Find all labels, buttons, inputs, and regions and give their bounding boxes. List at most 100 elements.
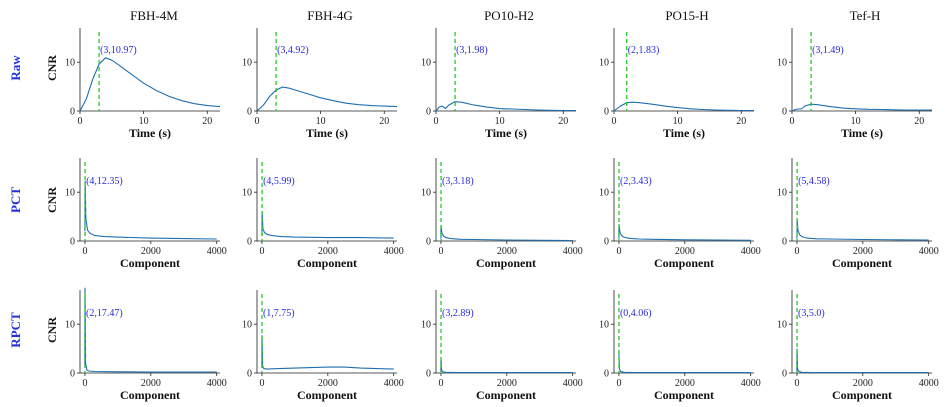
y-tick-label-raw-fbh-4m: 10 (65, 58, 75, 69)
x-tick-label-raw-fbh-4m: 10 (139, 116, 149, 127)
axes-raw-fbh-4m (79, 28, 220, 112)
y-tick-label-rpct-po10-h2: 0 (426, 369, 431, 380)
series-line-raw-po10-h2 (435, 101, 576, 112)
y-tick-label-raw-tef-h: 10 (777, 58, 787, 69)
x-tick-label-raw-fbh-4m: 0 (78, 116, 83, 127)
x-tick-label-raw-fbh-4g: 10 (316, 116, 326, 127)
x-tick-label-rpct-fbh-4m: 0 (82, 378, 87, 389)
y-tick-label-rpct-po15-h: 0 (604, 369, 609, 380)
y-tick-label-pct-po10-h2: 0 (426, 237, 431, 248)
axes-pct-fbh-4m (79, 158, 220, 242)
peak-annotation-pct-tef-h: (5,4.58) (798, 176, 830, 187)
axes-raw-fbh-4g (256, 28, 397, 112)
series-line-pct-po10-h2 (440, 225, 573, 242)
y-tick-label-pct-po10-h2: 10 (421, 188, 431, 199)
column-title-fbh-4m: FBH-4M (130, 8, 178, 23)
xlabel-pct-fbh-4m: Component (120, 256, 180, 270)
peak-annotation-pct-fbh-4m: (4,12.35) (86, 176, 123, 187)
ylabel-pct: CNR (45, 187, 59, 213)
xlabel-rpct-po15-h: Component (654, 388, 714, 402)
xlabel-rpct-fbh-4m: Component (120, 388, 180, 402)
axes-raw-tef-h (791, 28, 932, 112)
peak-annotation-rpct-tef-h: (3,5.0) (798, 308, 825, 319)
peak-annotation-rpct-po10-h2: (3,2.89) (442, 308, 474, 319)
axes-rpct-po15-h (613, 290, 754, 374)
series-line-pct-fbh-4m (84, 180, 217, 240)
x-tick-label-pct-tef-h: 0 (794, 246, 799, 257)
y-tick-label-rpct-tef-h: 0 (782, 369, 787, 380)
x-tick-label-pct-po10-h2: 4000 (563, 246, 583, 257)
xlabel-pct-po15-h: Component (654, 256, 714, 270)
y-tick-label-pct-fbh-4g: 0 (247, 237, 252, 248)
peak-annotation-pct-po10-h2: (3,3.18) (442, 176, 474, 187)
x-tick-label-rpct-fbh-4g: 2000 (318, 378, 338, 389)
panel-rpct-fbh-4m: 0 2000 4000 0 10 Component (2,17.47) (65, 287, 227, 402)
y-tick-label-rpct-fbh-4g: 10 (242, 320, 252, 331)
y-tick-label-raw-po15-h: 0 (604, 107, 609, 118)
x-tick-label-pct-fbh-4m: 4000 (207, 246, 227, 257)
xlabel-rpct-fbh-4g: Component (297, 388, 357, 402)
x-tick-label-pct-fbh-4m: 0 (82, 246, 87, 257)
xlabel-raw-tef-h: Time (s) (841, 126, 883, 140)
panel-rpct-tef-h: 0 2000 4000 0 10 Component (3,5.0) (777, 290, 939, 402)
x-tick-label-rpct-po15-h: 2000 (675, 378, 695, 389)
y-tick-label-raw-fbh-4g: 10 (242, 58, 252, 69)
panel-pct-po10-h2: 0 2000 4000 0 10 Component (3,3.18) (421, 158, 583, 270)
panel-rpct-po15-h: 0 2000 4000 0 10 Component (0,4.06) (599, 290, 761, 402)
x-tick-label-pct-fbh-4g: 0 (259, 246, 264, 257)
column-title-tef-h: Tef-H (850, 8, 881, 23)
x-tick-label-pct-po15-h: 0 (616, 246, 621, 257)
axes-rpct-po10-h2 (435, 290, 576, 374)
x-tick-label-rpct-po10-h2: 0 (438, 378, 443, 389)
peak-annotation-rpct-po15-h: (0,4.06) (620, 308, 652, 319)
series-line-raw-po15-h (613, 101, 754, 112)
x-tick-label-raw-po15-h: 10 (673, 116, 683, 127)
x-tick-label-rpct-fbh-4m: 4000 (207, 378, 227, 389)
x-tick-label-pct-tef-h: 2000 (853, 246, 873, 257)
y-tick-label-raw-tef-h: 0 (782, 107, 787, 118)
panel-rpct-fbh-4g: 0 2000 4000 0 10 Component (1,7.75) (242, 290, 404, 402)
axes-rpct-tef-h (791, 290, 932, 374)
series-line-raw-fbh-4g (256, 86, 398, 112)
panel-pct-fbh-4m: 0 2000 4000 0 10 Component (4,12.35) (65, 158, 227, 270)
x-tick-label-rpct-fbh-4m: 2000 (141, 378, 161, 389)
peak-annotation-raw-tef-h: (3,1.49) (812, 45, 844, 56)
series-line-pct-fbh-4g (261, 211, 394, 239)
ylabel-rpct: CNR (45, 317, 59, 343)
y-tick-label-pct-tef-h: 0 (782, 237, 787, 248)
axes-rpct-fbh-4m (79, 290, 220, 374)
peak-annotation-raw-po10-h2: (3,1.98) (456, 45, 488, 56)
ylabel-raw: CNR (45, 55, 59, 81)
x-tick-label-pct-fbh-4m: 2000 (141, 246, 161, 257)
y-tick-label-raw-po15-h: 10 (599, 58, 609, 69)
axes-pct-po10-h2 (435, 158, 576, 242)
series-line-rpct-tef-h (796, 348, 929, 374)
x-tick-label-raw-po10-h2: 20 (558, 116, 568, 127)
x-tick-label-raw-fbh-4m: 20 (202, 116, 212, 127)
series-line-raw-tef-h (791, 103, 932, 112)
y-tick-label-raw-fbh-4g: 0 (247, 107, 252, 118)
x-tick-label-raw-fbh-4g: 20 (379, 116, 389, 127)
x-tick-label-rpct-fbh-4g: 0 (259, 378, 264, 389)
column-title-fbh-4g: FBH-4G (307, 8, 353, 23)
column-title-po15-h: PO15-H (665, 8, 708, 23)
row-label-rpct: RPCT (8, 312, 23, 348)
x-tick-label-raw-fbh-4g: 0 (255, 116, 260, 127)
peak-annotation-raw-po15-h: (2,1.83) (628, 45, 660, 56)
y-tick-label-pct-tef-h: 10 (777, 188, 787, 199)
y-tick-label-pct-fbh-4m: 0 (70, 237, 75, 248)
x-tick-label-pct-po15-h: 2000 (675, 246, 695, 257)
peak-annotation-raw-fbh-4g: (3,4.92) (277, 45, 309, 56)
series-line-raw-fbh-4m (79, 57, 221, 112)
y-tick-label-rpct-fbh-4g: 0 (247, 369, 252, 380)
y-tick-label-raw-po10-h2: 10 (421, 58, 431, 69)
x-tick-label-raw-tef-h: 20 (914, 116, 924, 127)
y-tick-label-pct-po15-h: 10 (599, 188, 609, 199)
panel-pct-fbh-4g: 0 2000 4000 0 10 Component (4,5.99) (242, 158, 404, 270)
x-tick-label-rpct-tef-h: 4000 (919, 378, 939, 389)
series-line-rpct-fbh-4g (261, 335, 394, 370)
y-tick-label-rpct-fbh-4m: 0 (70, 369, 75, 380)
